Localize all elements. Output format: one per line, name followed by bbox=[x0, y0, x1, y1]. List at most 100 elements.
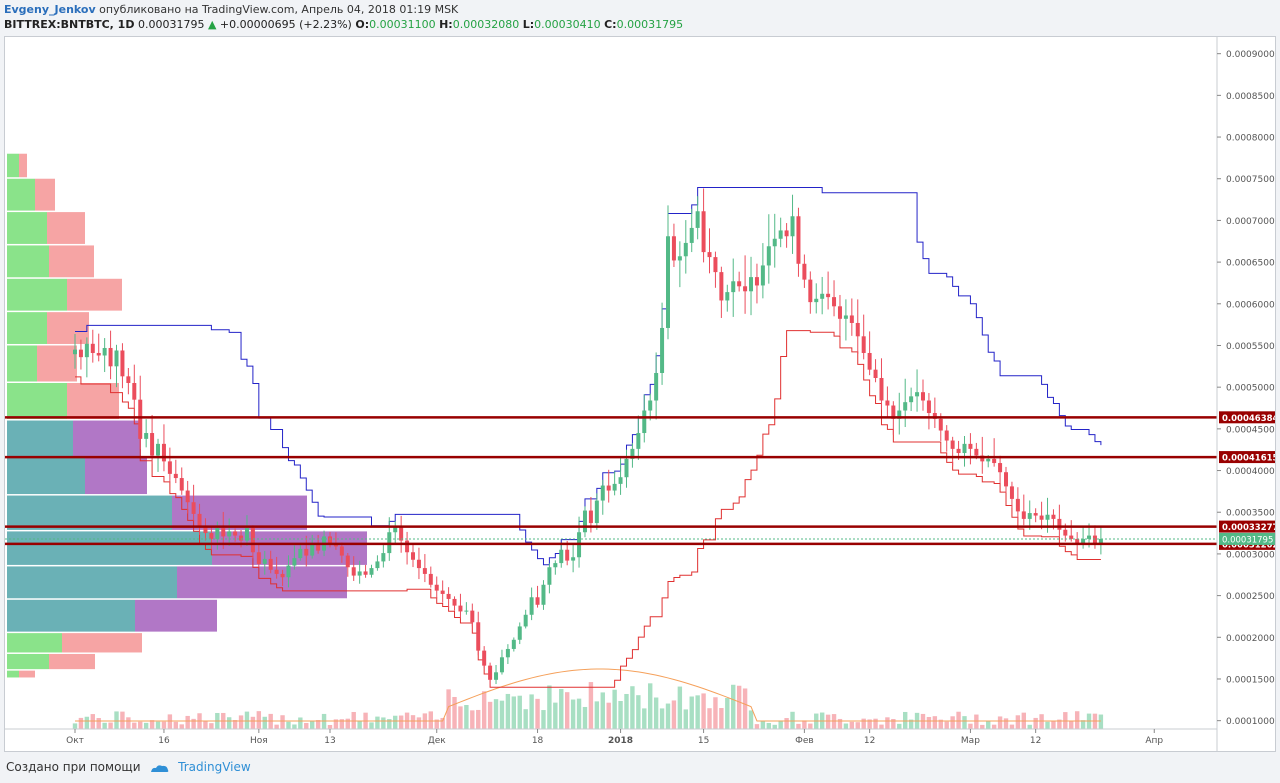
volume-bar bbox=[885, 717, 890, 729]
price-tick-label: 0.00035000 bbox=[1226, 509, 1275, 519]
candle-body bbox=[654, 372, 659, 401]
candle-body bbox=[150, 433, 155, 456]
candle-body bbox=[1081, 538, 1086, 544]
candle-body bbox=[239, 535, 244, 541]
volume-bar bbox=[677, 686, 683, 729]
high-label: H: bbox=[439, 18, 453, 31]
candle-body bbox=[760, 265, 765, 286]
candle-body bbox=[517, 626, 522, 640]
candle-body bbox=[926, 400, 931, 414]
candle-body bbox=[808, 279, 813, 303]
time-tick-label: 13 bbox=[324, 736, 335, 746]
volume-bar bbox=[155, 721, 161, 729]
vp-down-bar bbox=[73, 420, 141, 457]
candle-body bbox=[1015, 498, 1020, 512]
volume-bar bbox=[748, 710, 754, 729]
volume-bar bbox=[256, 711, 262, 729]
volume-bar bbox=[185, 715, 190, 729]
candle-body bbox=[855, 322, 860, 337]
candle-body bbox=[594, 500, 599, 524]
volume-bar bbox=[576, 698, 582, 729]
volume-bar bbox=[1051, 720, 1056, 729]
candle-body bbox=[612, 483, 617, 491]
volume-bar bbox=[991, 724, 997, 729]
volume-bar bbox=[790, 711, 795, 729]
candle-body bbox=[339, 546, 344, 556]
vp-up-bar bbox=[7, 345, 37, 382]
candle-body bbox=[209, 533, 214, 539]
volume-bar bbox=[84, 716, 90, 729]
volume-bar bbox=[766, 722, 772, 729]
candle-body bbox=[992, 458, 997, 464]
candle-body bbox=[600, 485, 605, 501]
volume-bar bbox=[600, 692, 605, 729]
volume-bar bbox=[873, 718, 878, 729]
volume-bar bbox=[1045, 721, 1050, 729]
volume-bar bbox=[843, 723, 849, 729]
candle-body bbox=[1063, 529, 1068, 536]
candle-body bbox=[1004, 472, 1009, 487]
candle-body bbox=[197, 513, 202, 528]
candle-body bbox=[203, 527, 208, 534]
vp-up-bar bbox=[7, 312, 47, 344]
candle-body bbox=[280, 573, 285, 578]
candle-body bbox=[108, 347, 113, 367]
volume-bar bbox=[861, 718, 866, 729]
candle-body bbox=[316, 543, 321, 551]
chart-pane[interactable]: 0.00010000 0.00015000 0.00020000 0.00025000… bbox=[4, 36, 1276, 752]
volume-bar bbox=[784, 718, 789, 729]
candle-body bbox=[393, 525, 398, 533]
candle-body bbox=[636, 433, 641, 449]
candle-body bbox=[790, 216, 795, 237]
candle-body bbox=[298, 548, 303, 559]
candle-body bbox=[250, 528, 255, 553]
volume-bar bbox=[725, 698, 730, 729]
candle-body bbox=[167, 461, 172, 474]
candle-body bbox=[737, 281, 742, 287]
volume-bar bbox=[707, 708, 712, 729]
volume-bar bbox=[553, 702, 558, 729]
candle-body bbox=[327, 536, 332, 544]
volume-bar bbox=[683, 709, 688, 729]
volume-bar bbox=[1098, 714, 1104, 729]
candle-body bbox=[879, 377, 884, 401]
candle-body bbox=[588, 510, 593, 524]
volume-bar bbox=[564, 692, 570, 729]
volume-bar bbox=[630, 686, 635, 729]
candle-body bbox=[998, 463, 1003, 473]
candle-body bbox=[624, 458, 629, 478]
candle-body bbox=[351, 567, 356, 576]
volume-bar bbox=[238, 715, 244, 729]
volume-bar bbox=[956, 711, 961, 729]
candle-body bbox=[286, 565, 291, 578]
candle-body bbox=[826, 293, 831, 298]
vp-up-bar bbox=[7, 633, 62, 653]
price-tick-label: 0.00065000 bbox=[1226, 259, 1275, 269]
level-price-label: 0.00046384 bbox=[1222, 414, 1275, 424]
candle-body bbox=[903, 402, 908, 411]
time-tick-label: Дек bbox=[428, 736, 447, 746]
tradingview-brand[interactable]: TradingView bbox=[178, 760, 251, 774]
volume-bar bbox=[393, 715, 398, 729]
candle-body bbox=[345, 555, 350, 568]
vp-down-bar bbox=[49, 245, 94, 278]
candle-body bbox=[1033, 513, 1038, 516]
volume-bar bbox=[226, 717, 232, 729]
candle-body bbox=[713, 257, 718, 273]
volume-bar bbox=[262, 716, 267, 729]
price-tick-label: 0.00055000 bbox=[1226, 342, 1275, 352]
price-tick-label: 0.00025000 bbox=[1226, 592, 1275, 602]
candle-body bbox=[191, 502, 196, 514]
candle-body bbox=[173, 473, 178, 479]
author-link[interactable]: Evgeny_Jenkov bbox=[4, 3, 96, 16]
volume-bar bbox=[1027, 724, 1032, 729]
volume-bar bbox=[986, 720, 991, 729]
candle-body bbox=[618, 477, 623, 484]
tradingview-cloud-icon bbox=[151, 764, 169, 772]
candle-body bbox=[422, 568, 427, 574]
vp-up-bar bbox=[7, 212, 47, 244]
candle-body bbox=[820, 293, 825, 299]
candle-body bbox=[179, 478, 184, 491]
price-chart[interactable]: 0.00010000 0.00015000 0.00020000 0.00025000… bbox=[5, 37, 1275, 751]
volume-bar bbox=[114, 711, 119, 729]
